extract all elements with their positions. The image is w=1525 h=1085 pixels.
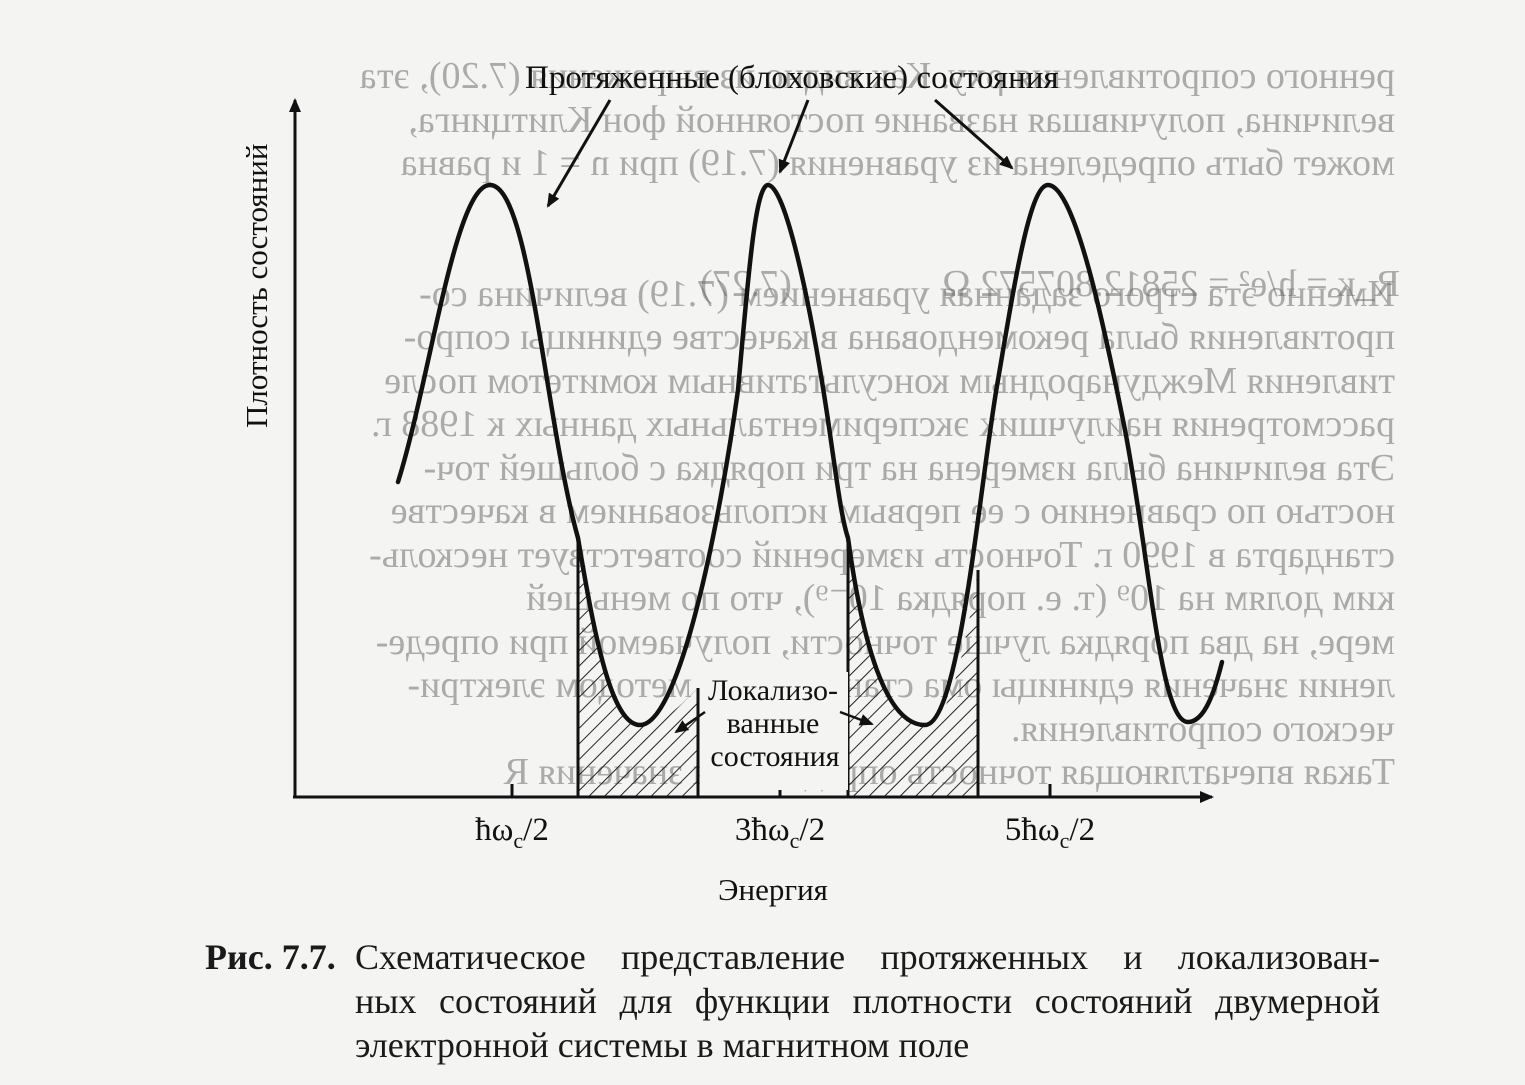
x-tick-label: 3ħωc/2 bbox=[735, 812, 825, 853]
pointer-arrow bbox=[934, 98, 1014, 170]
x-axis-label: Энергия bbox=[718, 872, 828, 907]
extended-states-label: Протяженные (блоховские) состояния bbox=[525, 60, 1059, 96]
caption-text: Схематическое представление протяженных … bbox=[355, 935, 1380, 1067]
x-tick-label: 5ħωc/2 bbox=[1005, 812, 1095, 853]
pointer-arrow bbox=[778, 99, 810, 174]
localized-label-line2: ванные bbox=[727, 707, 820, 740]
y-axis-label: Плотность состояний bbox=[239, 144, 274, 428]
localized-region-left bbox=[578, 538, 698, 797]
density-curve bbox=[395, 182, 1225, 728]
localized-label-box bbox=[700, 672, 848, 790]
pointer-arrow bbox=[546, 99, 612, 208]
localized-label-line3: состояния bbox=[710, 740, 839, 773]
x-tick-label: ħωc/2 bbox=[475, 812, 549, 853]
caption-label: Рис. 7.7. bbox=[205, 937, 336, 977]
density-of-states-figure: Протяженные (блоховские) состояния Плотн… bbox=[239, 60, 1225, 907]
caption-line: ных состояний для функции плотности сост… bbox=[355, 981, 1380, 1021]
caption-line: Схематическое представление протяженных … bbox=[355, 937, 1380, 977]
pointer-arrow bbox=[839, 710, 874, 726]
pointer-arrow bbox=[674, 710, 706, 734]
localized-label-line1: Локализо- bbox=[708, 674, 838, 707]
caption-line: электронной системы в магнитном поле bbox=[355, 1025, 970, 1065]
localized-region-right bbox=[848, 538, 978, 797]
